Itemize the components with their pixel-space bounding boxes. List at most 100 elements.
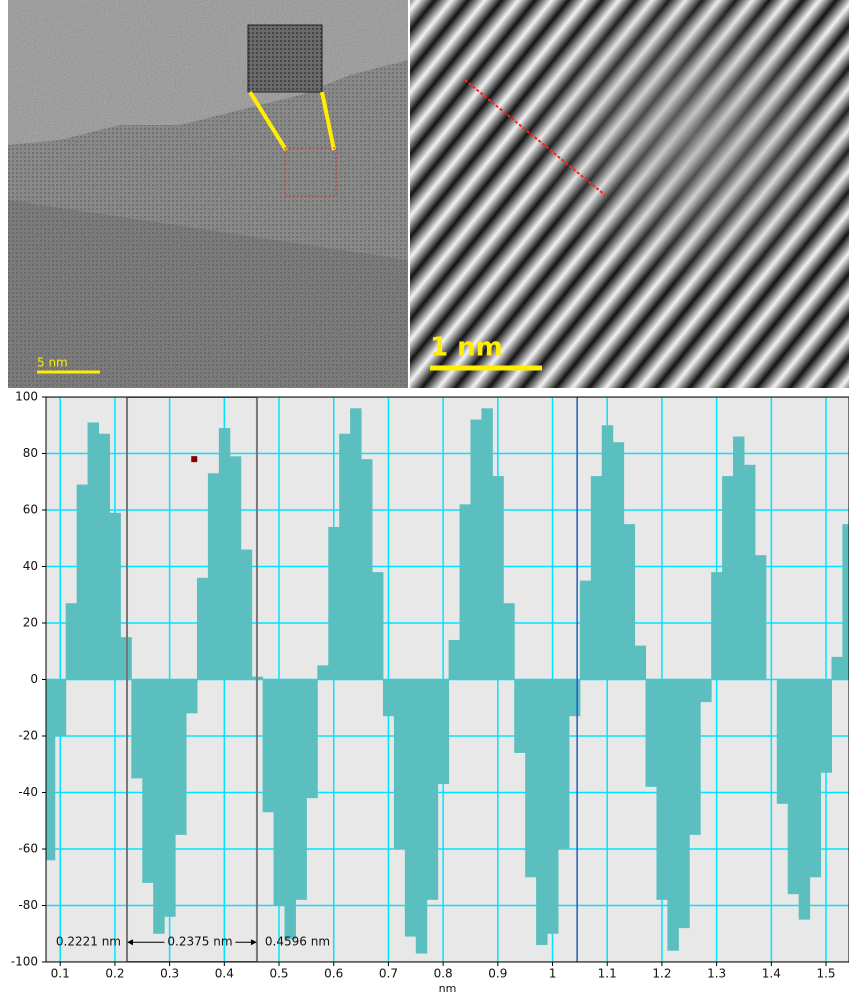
bar (842, 524, 849, 679)
bar (350, 408, 361, 679)
bar (197, 578, 208, 680)
bar (99, 434, 110, 680)
bar (306, 680, 317, 799)
x-tick-label: 0.1 (51, 967, 70, 981)
bar (449, 640, 460, 680)
bar (361, 459, 372, 679)
bar (613, 442, 624, 679)
bar (328, 527, 339, 680)
bar (788, 680, 799, 895)
bar (700, 680, 711, 703)
bar (711, 572, 722, 679)
bar (241, 550, 252, 680)
bar (405, 680, 416, 937)
y-tick-label: -80 (18, 898, 38, 912)
bar (153, 680, 164, 934)
x-tick-label: 1.4 (762, 967, 781, 981)
bar (635, 646, 646, 680)
y-tick-label: 40 (23, 559, 38, 573)
bar (66, 603, 77, 679)
bar (646, 680, 657, 787)
bar (55, 680, 66, 737)
x-tick-label: 1.1 (598, 967, 617, 981)
bar (372, 572, 383, 679)
y-tick-label: -60 (18, 842, 38, 856)
measurement-label: 0.2221 nm (56, 935, 121, 949)
x-tick-label: 1.5 (816, 967, 835, 981)
bar (230, 456, 241, 679)
measurement-label: 0.2375 nm (167, 935, 232, 949)
bar (142, 680, 153, 883)
bar (799, 680, 810, 920)
y-tick-label: -40 (18, 785, 38, 799)
bar (295, 680, 306, 900)
x-tick-label: 0.9 (488, 967, 507, 981)
y-tick-label: 60 (23, 503, 38, 517)
bar (536, 680, 547, 946)
bar (678, 680, 689, 929)
bar (755, 555, 766, 679)
bar (460, 504, 471, 679)
bar (438, 680, 449, 785)
y-tick-label: -100 (11, 955, 38, 969)
measurement-label: 0.4596 nm (265, 935, 330, 949)
x-tick-label: 0.7 (379, 967, 398, 981)
scale-label: 1 nm (430, 333, 503, 363)
bar (733, 437, 744, 680)
bar (602, 425, 613, 679)
y-tick-label: -20 (18, 729, 38, 743)
bar (77, 485, 88, 680)
bar (624, 524, 635, 679)
bar (175, 680, 186, 835)
bar (470, 420, 481, 680)
y-tick-label: 80 (23, 446, 38, 460)
y-tick-label: 0 (30, 672, 38, 686)
bar (667, 680, 678, 951)
bar (317, 665, 328, 679)
bar (514, 680, 525, 753)
bar (284, 680, 295, 940)
bar (339, 434, 350, 680)
bar (427, 680, 438, 900)
ifft-image: 1 nm (410, 0, 849, 388)
bar (131, 680, 142, 779)
bar (558, 680, 569, 850)
bar (481, 408, 492, 679)
x-tick-label: 1.3 (707, 967, 726, 981)
bar (525, 680, 536, 878)
bar (591, 476, 602, 679)
bar (777, 680, 788, 804)
bar (656, 680, 667, 900)
y-tick-label: 100 (15, 390, 38, 404)
bar (208, 473, 219, 679)
x-tick-label: 0.8 (434, 967, 453, 981)
bar (164, 680, 175, 917)
x-tick-label: 0.6 (324, 967, 343, 981)
bar (503, 603, 514, 679)
bar (394, 680, 405, 850)
bar (109, 513, 120, 680)
bar (810, 680, 821, 878)
x-axis-label: nm (439, 982, 457, 995)
bar (744, 465, 755, 680)
x-tick-label: 0.5 (269, 967, 288, 981)
y-tick-label: 20 (23, 616, 38, 630)
figure: 5 nm 1 nm -100 -80 -60 -40 -20 0 20 40 60 80 100 0.… (0, 0, 849, 995)
bar (416, 680, 427, 954)
bar (274, 680, 285, 906)
x-tick-label: 0.3 (160, 967, 179, 981)
bar (219, 428, 230, 679)
bar (547, 680, 558, 934)
bar (263, 680, 274, 813)
point-marker (191, 456, 197, 462)
x-tick-label: 1 (549, 967, 557, 981)
bar (821, 680, 832, 773)
scale-label: 5 nm (37, 356, 68, 370)
x-tick-label: 1.2 (652, 967, 671, 981)
bar (689, 680, 700, 835)
bar (492, 476, 503, 679)
bar (383, 680, 394, 717)
tem-image: 5 nm (8, 0, 408, 388)
bar (580, 581, 591, 680)
bar (831, 657, 842, 680)
